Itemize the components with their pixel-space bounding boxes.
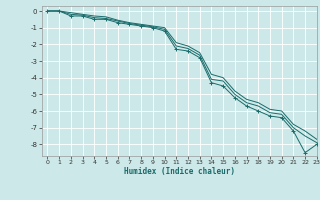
X-axis label: Humidex (Indice chaleur): Humidex (Indice chaleur) (124, 167, 235, 176)
